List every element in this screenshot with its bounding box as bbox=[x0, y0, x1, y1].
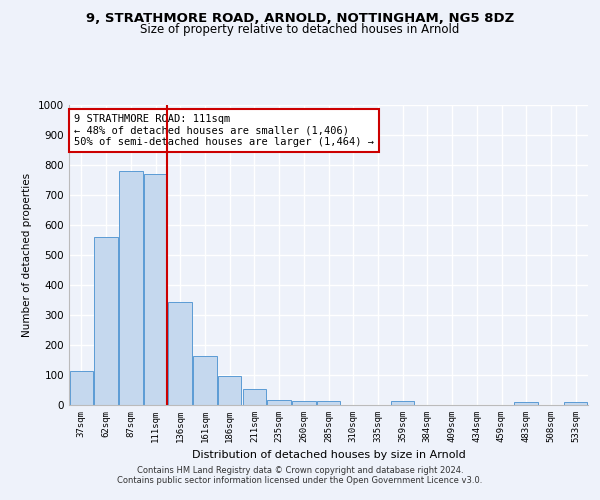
Text: 9 STRATHMORE ROAD: 111sqm
← 48% of detached houses are smaller (1,406)
50% of se: 9 STRATHMORE ROAD: 111sqm ← 48% of detac… bbox=[74, 114, 374, 147]
Bar bbox=[564, 402, 587, 405]
Bar bbox=[169, 302, 192, 405]
Text: Size of property relative to detached houses in Arnold: Size of property relative to detached ho… bbox=[140, 22, 460, 36]
Text: Contains HM Land Registry data © Crown copyright and database right 2024.: Contains HM Land Registry data © Crown c… bbox=[137, 466, 463, 475]
Bar bbox=[242, 389, 266, 405]
Bar bbox=[292, 401, 316, 405]
Y-axis label: Number of detached properties: Number of detached properties bbox=[22, 173, 32, 337]
Bar bbox=[391, 402, 415, 405]
Text: Contains public sector information licensed under the Open Government Licence v3: Contains public sector information licen… bbox=[118, 476, 482, 485]
Bar bbox=[514, 402, 538, 405]
Bar bbox=[193, 356, 217, 405]
Text: 9, STRATHMORE ROAD, ARNOLD, NOTTINGHAM, NG5 8DZ: 9, STRATHMORE ROAD, ARNOLD, NOTTINGHAM, … bbox=[86, 12, 514, 26]
Bar bbox=[119, 172, 143, 405]
X-axis label: Distribution of detached houses by size in Arnold: Distribution of detached houses by size … bbox=[191, 450, 466, 460]
Bar bbox=[94, 238, 118, 405]
Bar bbox=[268, 400, 291, 405]
Bar bbox=[70, 371, 93, 405]
Bar bbox=[317, 401, 340, 405]
Bar bbox=[144, 174, 167, 405]
Bar bbox=[218, 376, 241, 405]
